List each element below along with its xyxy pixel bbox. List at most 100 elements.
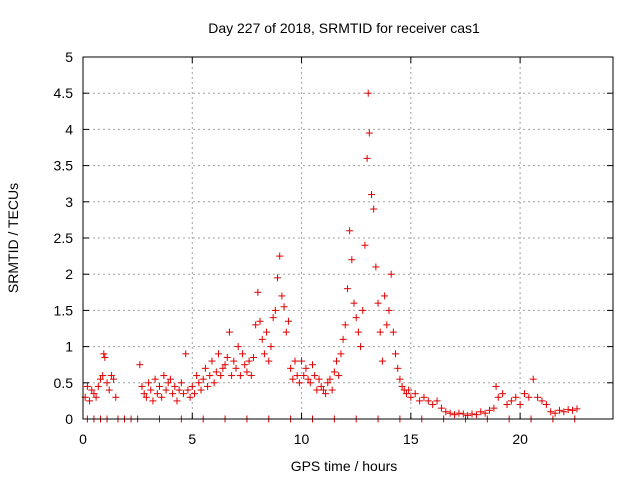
data-point: [564, 406, 572, 414]
data-point: [420, 393, 428, 401]
data-point: [339, 335, 347, 343]
data-point: [105, 386, 113, 394]
data-point: [319, 386, 327, 394]
data-point: [169, 390, 177, 398]
data-point: [239, 350, 247, 358]
data-point: [468, 410, 476, 418]
y-tick-label: 1: [65, 339, 73, 355]
y-tick-label: 3.5: [54, 158, 74, 174]
data-point: [101, 353, 109, 361]
data-point: [317, 382, 325, 390]
data-point: [90, 390, 98, 398]
data-point: [142, 393, 150, 401]
data-point: [315, 375, 323, 383]
data-point: [184, 386, 192, 394]
data-point: [234, 343, 242, 351]
data-point: [155, 382, 163, 390]
data-point: [282, 328, 290, 336]
data-point: [88, 386, 96, 394]
data-point: [243, 368, 251, 376]
data-point: [499, 390, 507, 398]
data-point: [99, 372, 107, 380]
data-point: [348, 256, 356, 264]
data-point: [96, 375, 104, 383]
data-point: [188, 382, 196, 390]
data-point: [280, 303, 288, 311]
data-point: [337, 350, 345, 358]
data-point: [149, 397, 157, 405]
data-point: [177, 379, 185, 387]
data-point: [529, 375, 537, 383]
data-point: [276, 252, 284, 260]
data-point: [354, 328, 362, 336]
data-point: [324, 379, 332, 387]
data-point: [357, 343, 365, 351]
data-point: [284, 317, 292, 325]
data-point: [245, 357, 253, 365]
data-point: [492, 382, 500, 390]
data-point: [446, 409, 454, 417]
data-point: [112, 393, 120, 401]
data-point: [343, 285, 351, 293]
data-point: [160, 372, 168, 380]
data-point: [359, 306, 367, 314]
data-point: [378, 357, 386, 365]
data-point: [162, 386, 170, 394]
data-point: [175, 386, 183, 394]
data-point: [490, 404, 498, 412]
y-tick-labels: 0 0.5 1 1.5 2 2.5 3 3.5 4 4.5 5: [54, 49, 74, 427]
data-point: [236, 372, 244, 380]
data-point: [372, 263, 380, 271]
data-point: [295, 379, 303, 387]
data-point: [151, 375, 159, 383]
data-point: [361, 241, 369, 249]
data-point: [516, 401, 524, 409]
data-point: [190, 390, 198, 398]
data-point: [555, 406, 563, 414]
x-tick-label: 20: [512, 431, 528, 447]
data-point: [534, 393, 542, 401]
data-point: [199, 375, 207, 383]
data-point: [206, 372, 214, 380]
data-point: [411, 390, 419, 398]
data-point: [193, 372, 201, 380]
data-point: [330, 368, 338, 376]
data-point: [370, 205, 378, 213]
data-point: [364, 89, 372, 97]
data-point: [164, 379, 172, 387]
data-point: [573, 405, 581, 413]
data-point: [223, 353, 231, 361]
x-axis-title: GPS time / hours: [291, 458, 398, 474]
y-tick-label: 4: [65, 121, 73, 137]
data-point: [265, 357, 273, 365]
data-point: [94, 382, 102, 390]
data-point: [252, 321, 260, 329]
data-point: [308, 361, 316, 369]
data-point: [381, 292, 389, 300]
data-point: [215, 350, 223, 358]
data-point: [503, 401, 511, 409]
chart-title: Day 227 of 2018, SRMTID for receiver cas…: [208, 20, 480, 36]
data-point: [110, 375, 118, 383]
data-point: [405, 386, 413, 394]
x-tick-label: 10: [294, 431, 310, 447]
data-point: [210, 379, 218, 387]
data-point: [287, 364, 295, 372]
data-point: [459, 410, 467, 418]
data-point: [293, 372, 301, 380]
data-point: [304, 375, 312, 383]
data-point: [302, 364, 310, 372]
data-point: [433, 397, 441, 405]
y-tick-label: 1.5: [54, 302, 74, 318]
data-point: [407, 393, 415, 401]
data-point: [103, 379, 111, 387]
y-tick-label: 3: [65, 194, 73, 210]
data-point: [180, 390, 188, 398]
data-point: [560, 408, 568, 416]
data-point: [300, 372, 308, 380]
data-point: [291, 357, 299, 365]
data-point: [204, 382, 212, 390]
y-tick-label: 0.5: [54, 375, 74, 391]
data-point: [398, 382, 406, 390]
data-point: [289, 375, 297, 383]
